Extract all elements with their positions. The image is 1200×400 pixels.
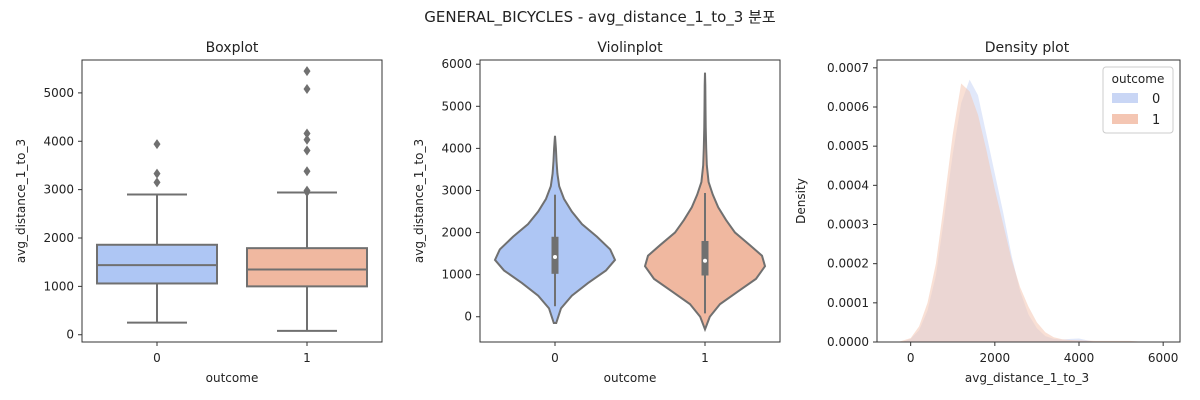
boxplot-plot-area bbox=[96, 66, 368, 332]
y-tick-label: 2000 bbox=[43, 231, 74, 245]
x-tick-label: 0 bbox=[907, 351, 915, 365]
outlier-point bbox=[303, 128, 311, 139]
iqr-box bbox=[246, 247, 368, 288]
outlier-point bbox=[153, 177, 161, 188]
outlier-point bbox=[303, 134, 311, 145]
y-tick-label: 0.0002 bbox=[827, 257, 869, 271]
density-panel: Density plot 0.00000.00010.00020.00030.0… bbox=[794, 40, 1181, 385]
density-legend: outcome 0 1 bbox=[1102, 66, 1174, 134]
density-y-ticks: 0.0000 0.0001 0.0002 0.0003 0.0004 0.0005 0.00… bbox=[827, 61, 877, 349]
y-tick-label: 0 bbox=[66, 328, 74, 342]
y-tick-label: 6000 bbox=[441, 57, 472, 71]
y-tick-label: 1000 bbox=[43, 279, 74, 293]
y-tick-label: 0.0007 bbox=[827, 61, 869, 75]
outlier-point bbox=[303, 145, 311, 156]
x-tick-label: 4000 bbox=[1064, 351, 1095, 365]
outlier-point bbox=[153, 139, 161, 150]
legend-label-0: 0 bbox=[1152, 92, 1160, 107]
violinplot-y-label: avg_distance_1_to_3 bbox=[412, 139, 426, 263]
y-tick-label: 2000 bbox=[441, 226, 472, 240]
outlier-point bbox=[303, 84, 311, 95]
boxplot-title: Boxplot bbox=[206, 40, 259, 56]
figure-title: GENERAL_BICYCLES - avg_distance_1_to_3 분… bbox=[424, 8, 776, 27]
box-1 bbox=[246, 66, 368, 332]
y-tick-label: 0.0005 bbox=[827, 139, 869, 153]
y-tick-label: 0.0000 bbox=[827, 335, 869, 349]
x-tick-label: 2000 bbox=[980, 351, 1011, 365]
violin-median-dot bbox=[703, 258, 707, 263]
outlier-point bbox=[303, 166, 311, 177]
boxplot-y-ticks: 0 1000 2000 3000 4000 5000 bbox=[43, 86, 82, 342]
violinplot-y-ticks: 0 1000 2000 3000 4000 5000 6000 bbox=[441, 57, 480, 324]
legend-swatch-0 bbox=[1112, 93, 1138, 103]
density-x-label: avg_distance_1_to_3 bbox=[965, 371, 1089, 385]
density-frame bbox=[876, 59, 1181, 343]
outlier-point bbox=[303, 185, 311, 196]
y-tick-label: 5000 bbox=[441, 99, 472, 113]
violinplot-x-label: outcome bbox=[604, 371, 657, 385]
x-tick-label: 0 bbox=[551, 351, 559, 365]
violinplot-frame bbox=[479, 59, 781, 343]
violin-iqr-bar bbox=[701, 240, 709, 276]
boxplot-x-label: outcome bbox=[206, 371, 259, 385]
boxplot-y-label: avg_distance_1_to_3 bbox=[14, 139, 28, 263]
y-tick-label: 1000 bbox=[441, 268, 472, 282]
violinplot-plot-area bbox=[493, 72, 767, 333]
legend-swatch-1 bbox=[1112, 114, 1138, 124]
x-tick-label: 1 bbox=[701, 351, 709, 365]
x-tick-label: 0 bbox=[153, 351, 161, 365]
boxplot-frame bbox=[81, 59, 383, 343]
y-tick-label: 0.0001 bbox=[827, 296, 869, 310]
y-tick-label: 4000 bbox=[43, 134, 74, 148]
y-tick-label: 4000 bbox=[441, 141, 472, 155]
legend-label-1: 1 bbox=[1152, 113, 1160, 128]
x-tick-label: 1 bbox=[303, 351, 311, 365]
y-tick-label: 0.0003 bbox=[827, 218, 869, 232]
density-y-label: Density bbox=[794, 178, 808, 224]
density-title: Density plot bbox=[985, 40, 1070, 56]
density-x-ticks: 0 2000 4000 6000 bbox=[907, 342, 1179, 365]
density-area-1 bbox=[898, 83, 1147, 342]
violin-0 bbox=[493, 135, 617, 325]
violin-1 bbox=[643, 72, 767, 333]
y-tick-label: 5000 bbox=[43, 86, 74, 100]
y-tick-label: 3000 bbox=[43, 183, 74, 197]
outlier-point bbox=[153, 168, 161, 179]
y-tick-label: 0 bbox=[464, 310, 472, 324]
outlier-point bbox=[303, 66, 311, 77]
violin-median-dot bbox=[553, 254, 557, 259]
violinplot-title: Violinplot bbox=[597, 40, 663, 56]
y-tick-label: 3000 bbox=[441, 183, 472, 197]
x-tick-label: 6000 bbox=[1148, 351, 1179, 365]
legend-title: outcome bbox=[1112, 72, 1165, 86]
y-tick-label: 0.0006 bbox=[827, 100, 869, 114]
density-plot-area bbox=[898, 79, 1147, 342]
y-tick-label: 0.0004 bbox=[827, 178, 869, 192]
box-0 bbox=[96, 139, 218, 324]
